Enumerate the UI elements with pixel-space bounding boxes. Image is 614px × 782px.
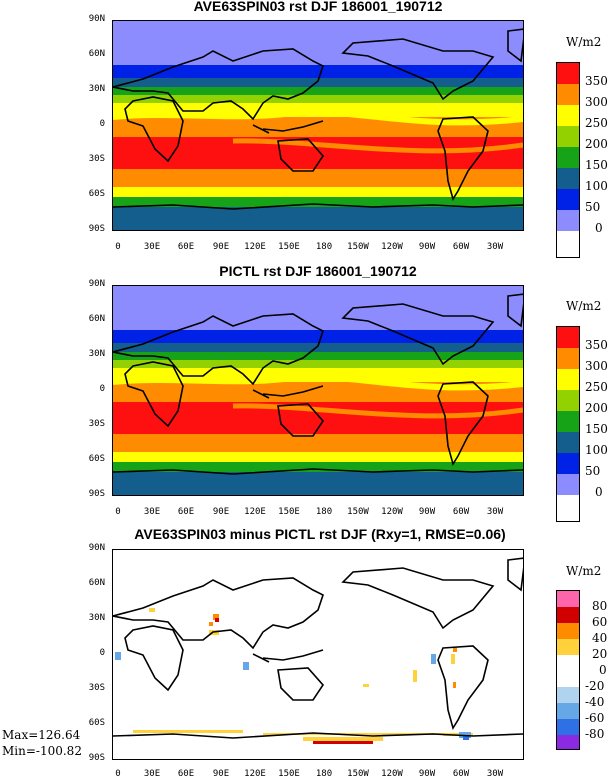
lon-label: 60W xyxy=(452,507,470,517)
lat-label: 60S xyxy=(88,718,105,728)
units-label: W/m2 xyxy=(566,299,602,313)
legend-label: 40 xyxy=(592,631,608,645)
lat-label: 90S xyxy=(88,489,105,499)
lat-label: 30S xyxy=(88,683,105,693)
legend-label: 150 xyxy=(585,158,608,172)
lon-label: 120W xyxy=(381,242,403,252)
lon-label: 30E xyxy=(143,769,161,779)
panel-3-map xyxy=(112,549,524,760)
lon-label: 30E xyxy=(143,507,161,517)
legend-label: 150 xyxy=(585,422,608,436)
legend-label: 100 xyxy=(585,179,608,193)
lat-label: 30N xyxy=(88,349,105,359)
lon-label: 90W xyxy=(418,769,436,779)
legend-label: 350 xyxy=(585,74,608,88)
lon-label: 0 xyxy=(115,242,121,252)
lat-label: 90S xyxy=(88,224,105,234)
lat-label: 90N xyxy=(88,14,105,24)
lon-label: 60E xyxy=(177,769,195,779)
panel-2-map xyxy=(112,285,524,496)
legend-label: 80 xyxy=(592,599,608,613)
lat-label: 30N xyxy=(88,613,105,623)
legend-label: -20 xyxy=(585,679,605,693)
panel-2-title: PICTL rst DJF 186001_190712 xyxy=(219,263,417,279)
lon-label: 90E xyxy=(212,507,230,517)
panel-1-field xyxy=(113,21,523,230)
legend-label: 250 xyxy=(585,116,608,130)
panel-1-title: AVE63SPIN03 rst DJF 186001_190712 xyxy=(193,0,443,14)
legend-label: 0 xyxy=(599,663,607,677)
lat-label: 90N xyxy=(88,543,105,553)
panel-2-field xyxy=(113,286,523,495)
lon-label: 150W xyxy=(347,242,369,252)
legend-label: 350 xyxy=(585,338,608,352)
legend-label: 50 xyxy=(585,464,601,478)
lat-label: 0 xyxy=(99,119,105,129)
legend-label: 100 xyxy=(585,443,608,457)
lon-label: 120E xyxy=(244,242,266,252)
panel-3-title: AVE63SPIN03 minus PICTL rst DJF (Rxy=1, … xyxy=(134,526,506,542)
lat-label: 0 xyxy=(99,648,105,658)
panel-1-map xyxy=(112,20,524,231)
lat-label: 30S xyxy=(88,154,105,164)
max-label: Max=126.64 xyxy=(2,728,81,742)
lon-label: 60W xyxy=(452,242,470,252)
lat-label: 60S xyxy=(88,189,105,199)
legend-label: 20 xyxy=(592,647,608,661)
lon-label: 90W xyxy=(418,242,436,252)
lat-label: 30S xyxy=(88,419,105,429)
lon-label: 90E xyxy=(212,769,230,779)
lon-label: 150E xyxy=(278,242,300,252)
lon-label: 180 xyxy=(315,769,333,779)
lat-label: 60S xyxy=(88,454,105,464)
lon-label: 30W xyxy=(486,242,504,252)
colorbar-1 xyxy=(556,62,580,258)
lat-label: 90S xyxy=(88,753,105,763)
lat-label: 0 xyxy=(99,384,105,394)
lon-label: 150E xyxy=(278,769,300,779)
lon-label: 120W xyxy=(381,769,403,779)
lon-label: 150E xyxy=(278,507,300,517)
legend-label: 0 xyxy=(595,221,603,235)
lon-label: 150W xyxy=(347,769,369,779)
legend-label: -60 xyxy=(585,711,605,725)
lon-label: 0 xyxy=(115,507,121,517)
lon-label: 150W xyxy=(347,507,369,517)
lat-label: 90N xyxy=(88,279,105,289)
units-label: W/m2 xyxy=(566,564,602,578)
lon-label: 120E xyxy=(244,507,266,517)
lon-label: 90W xyxy=(418,507,436,517)
panel-3-field xyxy=(113,550,523,759)
lon-label: 120E xyxy=(244,769,266,779)
lon-label: 30E xyxy=(143,242,161,252)
legend-label: 300 xyxy=(585,95,608,109)
lon-label: 60E xyxy=(177,242,195,252)
lat-label: 60N xyxy=(88,49,105,59)
colorbar-3 xyxy=(556,590,580,750)
lon-label: 60E xyxy=(177,507,195,517)
lon-label: 60W xyxy=(452,769,470,779)
legend-label: 50 xyxy=(585,200,601,214)
legend-label: 60 xyxy=(592,615,608,629)
legend-label: 200 xyxy=(585,401,608,415)
lat-label: 60N xyxy=(88,578,105,588)
lon-label: 90E xyxy=(212,242,230,252)
legend-label: 300 xyxy=(585,359,608,373)
units-label: W/m2 xyxy=(566,35,602,49)
lat-label: 60N xyxy=(88,314,105,324)
legend-label: -80 xyxy=(585,727,605,741)
lon-label: 30W xyxy=(486,769,504,779)
lon-label: 30W xyxy=(486,507,504,517)
colorbar-2 xyxy=(556,326,580,522)
min-label: Min=-100.82 xyxy=(2,744,82,758)
lon-label: 0 xyxy=(115,769,121,779)
lat-label: 30N xyxy=(88,84,105,94)
lon-label: 180 xyxy=(315,507,333,517)
legend-label: -40 xyxy=(585,695,605,709)
legend-label: 200 xyxy=(585,137,608,151)
legend-label: 0 xyxy=(595,485,603,499)
lon-label: 180 xyxy=(315,242,333,252)
legend-label: 250 xyxy=(585,380,608,394)
lon-label: 120W xyxy=(381,507,403,517)
